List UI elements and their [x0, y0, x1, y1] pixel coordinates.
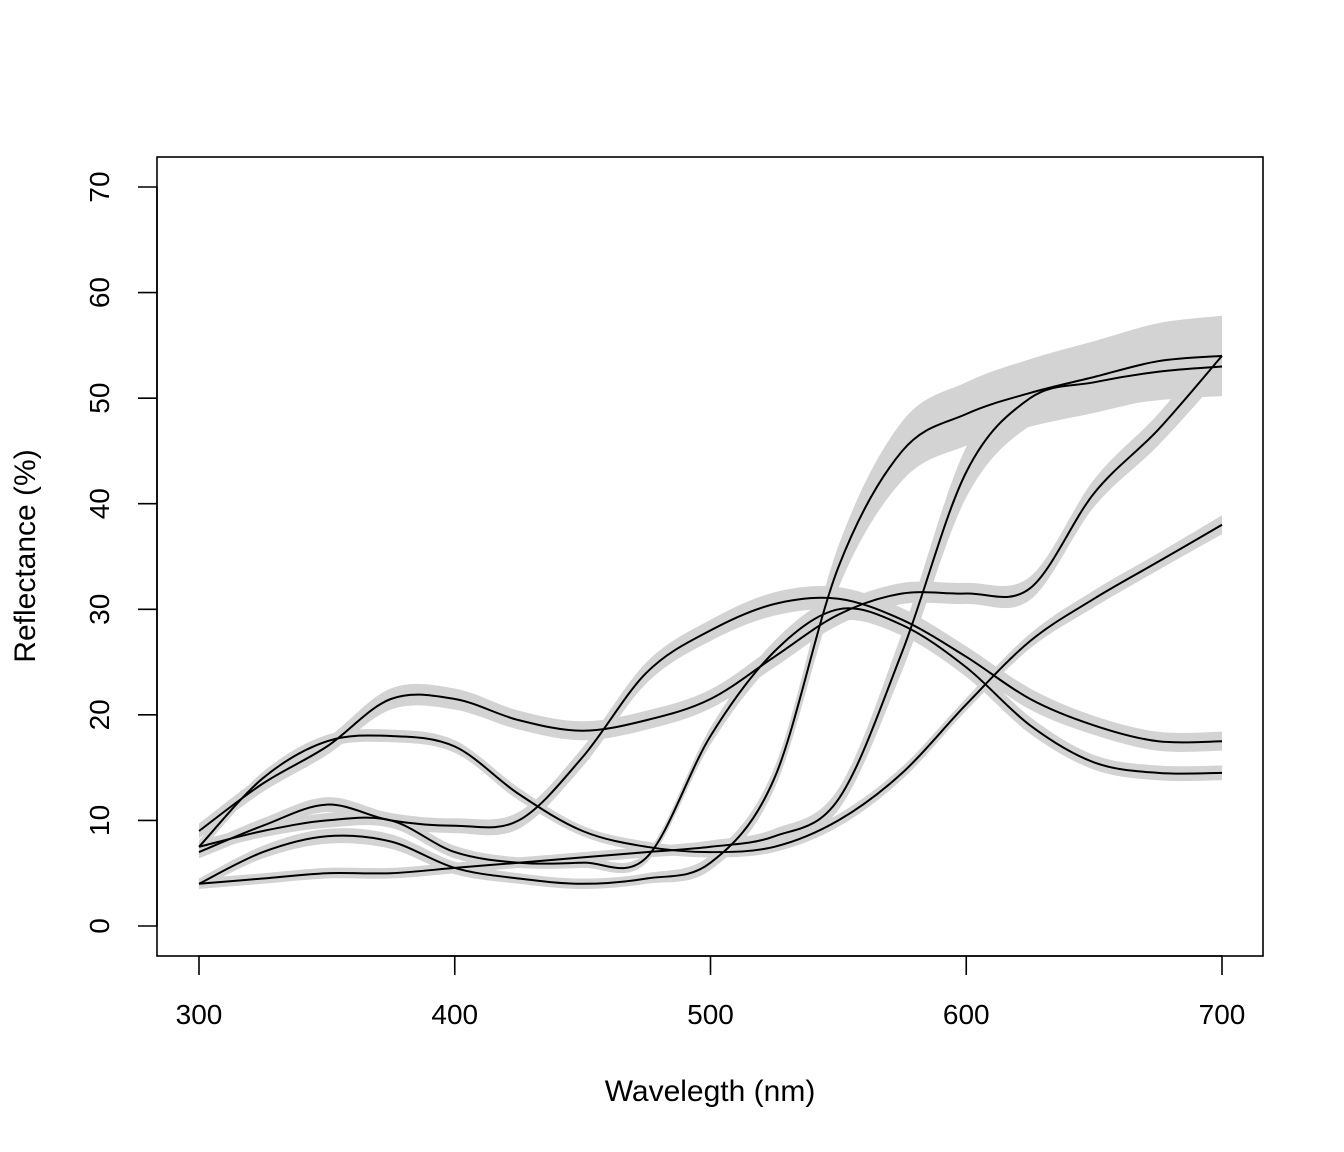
- y-tick-label: 30: [84, 594, 115, 625]
- x-tick-label: 500: [687, 999, 734, 1030]
- y-tick-label: 0: [84, 918, 115, 934]
- x-tick-label: 400: [431, 999, 478, 1030]
- series-lines: [198, 354, 1223, 885]
- series-4-line: [198, 607, 1223, 869]
- y-axis-title: Reflectance (%): [9, 449, 42, 662]
- x-axis: 300 400 500 600 700: [176, 955, 1246, 1030]
- y-tick-label: 60: [84, 277, 115, 308]
- series-3-band: [199, 586, 1222, 859]
- x-tick-label: 600: [943, 999, 990, 1030]
- y-tick-label: 50: [84, 383, 115, 414]
- y-tick-label: 70: [84, 171, 115, 202]
- y-tick-label: 20: [84, 699, 115, 730]
- y-axis: 0 10 20 30 40 50 60 70: [84, 171, 158, 934]
- series-6-band: [199, 336, 1222, 889]
- x-tick-label: 300: [176, 999, 223, 1030]
- series-5-line: [198, 354, 1223, 885]
- series-2-band: [199, 336, 1222, 839]
- x-tick-label: 700: [1199, 999, 1246, 1030]
- series-6-line: [198, 365, 1223, 885]
- series-1-line: [198, 523, 1223, 854]
- y-tick-label: 10: [84, 805, 115, 836]
- confidence-bands: [199, 315, 1222, 889]
- series-3-line: [198, 596, 1223, 854]
- x-axis-title: Wavelegth (nm): [605, 1075, 816, 1108]
- y-tick-label: 40: [84, 488, 115, 519]
- series-2-line: [198, 355, 1223, 832]
